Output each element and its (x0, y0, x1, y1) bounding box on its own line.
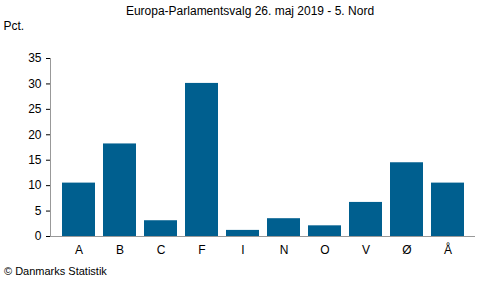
svg-text:35: 35 (28, 51, 42, 65)
svg-text:B: B (116, 243, 124, 257)
html-text:© Danmarks Statistik: © Danmarks Statistik (4, 265, 107, 277)
svg-text:C: C (157, 243, 166, 257)
svg-text:15: 15 (28, 153, 42, 167)
svg-text:V: V (362, 243, 370, 257)
svg-text:Å: Å (444, 242, 452, 257)
svg-text:N: N (280, 243, 289, 257)
svg-text:O: O (320, 243, 329, 257)
svg-text:I: I (241, 243, 244, 257)
svg-text:0: 0 (35, 229, 42, 243)
svg-text:Pct.: Pct. (4, 19, 25, 33)
svg-text:5: 5 (35, 204, 42, 218)
svg-text:A: A (75, 243, 83, 257)
svg-text:Ø: Ø (402, 243, 411, 257)
svg-text:30: 30 (28, 77, 42, 91)
svg-text:F: F (198, 243, 205, 257)
html-text:Europa-Parlamentsvalg 26. maj: Europa-Parlamentsvalg 26. maj 2019 - 5. … (125, 4, 375, 18)
svg-text:10: 10 (28, 178, 42, 192)
svg-text:20: 20 (28, 128, 42, 142)
svg-text:25: 25 (28, 102, 42, 116)
